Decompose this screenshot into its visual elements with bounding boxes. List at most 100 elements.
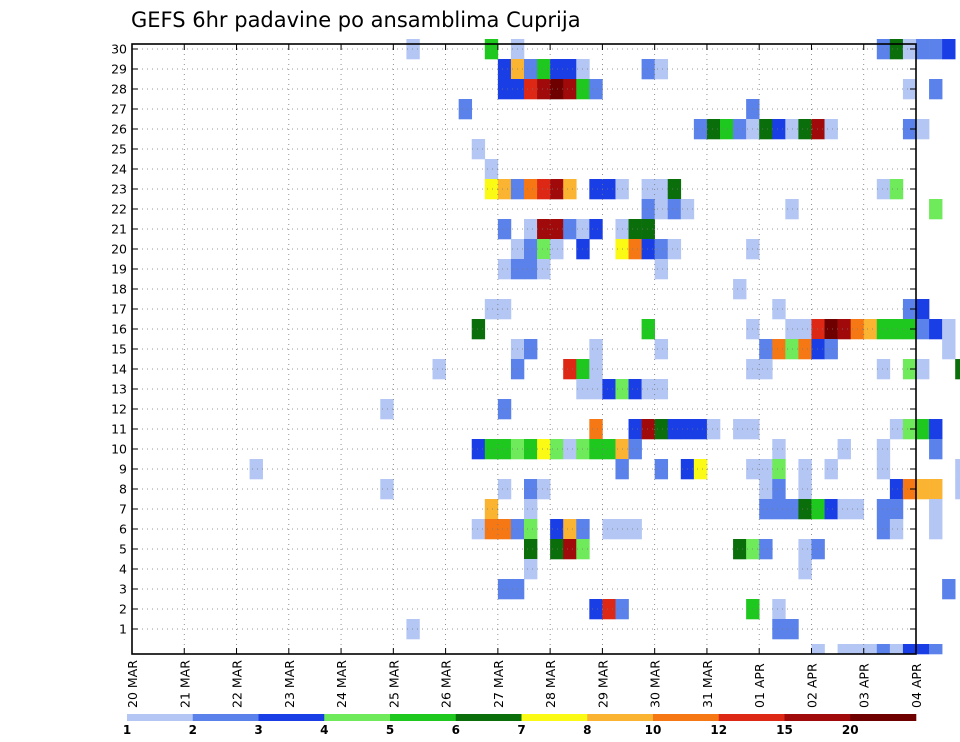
heatmap-cell: [706, 419, 721, 440]
y-axis: 1234567891011121314151617181920212223242…: [111, 42, 916, 637]
heatmap-cell: [602, 439, 616, 460]
heatmap-cell: [706, 119, 721, 140]
heatmap-cell: [537, 79, 551, 100]
heatmap-cell: [654, 459, 669, 480]
heatmap-cell: [929, 644, 943, 655]
x-tick-label: 02 APR: [804, 663, 819, 708]
heatmap-cell: [811, 539, 825, 560]
heatmap-cell: [889, 519, 904, 540]
heatmap-cell: [641, 59, 655, 80]
heatmap-cell: [942, 319, 956, 340]
heatmap-cell: [654, 179, 669, 200]
heatmap-cell: [484, 499, 499, 520]
heatmap-cell: [824, 319, 838, 340]
heatmap-cell: [563, 519, 577, 540]
heatmap-cell: [916, 319, 930, 340]
heatmap-cell: [902, 319, 917, 340]
colorbar-swatch: [521, 714, 588, 721]
heatmap-cell: [772, 119, 786, 140]
y-tick-label: 30: [111, 42, 127, 57]
heatmap-cell: [759, 499, 773, 520]
y-tick-label: 14: [111, 362, 127, 377]
heatmap-cell: [380, 399, 394, 420]
heatmap-cell: [589, 419, 603, 440]
heatmap-cell: [524, 219, 538, 240]
heatmap-cell: [850, 644, 865, 655]
colorbar-swatch: [653, 714, 720, 721]
heatmap-cell: [916, 39, 930, 60]
y-tick-label: 1: [119, 622, 127, 637]
heatmap-cell: [484, 439, 499, 460]
heatmap-cell: [537, 239, 551, 260]
heatmap-cell: [876, 459, 891, 480]
colorbar-swatch: [127, 714, 194, 721]
heatmap-cell: [902, 299, 917, 320]
colorbar-label: 15: [776, 723, 793, 737]
heatmap-cell: [916, 359, 930, 380]
heatmap-cell: [916, 299, 930, 320]
heatmap-cell: [876, 39, 891, 60]
heatmap-cell: [811, 644, 825, 655]
heatmap-cell: [641, 219, 655, 240]
y-tick-label: 26: [111, 122, 127, 137]
heatmap-cell: [942, 579, 956, 600]
heatmap-cell: [811, 339, 825, 360]
colorbar-swatch: [455, 714, 522, 721]
heatmap-cell: [406, 619, 420, 640]
heatmap-cell: [497, 299, 512, 320]
heatmap-cell: [772, 439, 786, 460]
colorbar-swatch: [587, 714, 654, 721]
colorbar-swatch: [390, 714, 457, 721]
heatmap-cell: [458, 99, 473, 120]
heatmap-cell: [628, 519, 642, 540]
heatmap-cell: [798, 119, 812, 140]
heatmap-cell: [654, 379, 669, 400]
heatmap-cell: [524, 519, 538, 540]
heatmap-cell: [733, 119, 747, 140]
heatmap-cell: [654, 339, 669, 360]
heatmap-cell: [484, 299, 499, 320]
heatmap-cell: [876, 179, 891, 200]
heatmap-cell: [759, 459, 773, 480]
heatmap-cell: [929, 39, 943, 60]
heatmap-cell: [602, 379, 616, 400]
heatmap-cell: [484, 519, 499, 540]
heatmap-cell: [602, 599, 616, 620]
y-tick-label: 20: [111, 242, 127, 257]
heatmap-cell: [550, 539, 564, 560]
heatmap-cell: [772, 499, 786, 520]
heatmap-cell: [889, 479, 904, 500]
colorbar-label: 12: [710, 723, 727, 737]
heatmap-cell: [693, 419, 708, 440]
x-tick-label: 24 MAR: [334, 660, 349, 708]
x-tick-label: 30 MAR: [648, 660, 663, 708]
heatmap-cell: [693, 119, 708, 140]
heatmap-cell: [524, 499, 538, 520]
heatmap-cell: [537, 219, 551, 240]
heatmap-cell: [497, 219, 512, 240]
heatmap-cell: [863, 319, 878, 340]
heatmap-cell: [628, 439, 642, 460]
heatmap-cell: [733, 539, 747, 560]
heatmap-cell: [641, 179, 655, 200]
heatmap-cell: [641, 419, 655, 440]
colorbar-swatch: [258, 714, 325, 721]
heatmap-cell: [497, 179, 512, 200]
heatmap-cell: [471, 519, 486, 540]
x-tick-label: 25 MAR: [386, 660, 401, 708]
heatmap-cell: [929, 479, 943, 500]
heatmap-cell: [876, 439, 891, 460]
heatmap-cell: [432, 359, 446, 380]
y-tick-label: 21: [111, 222, 127, 237]
heatmap-cell: [667, 239, 682, 260]
heatmap-cell: [772, 599, 786, 620]
x-tick-label: 29 MAR: [595, 660, 610, 708]
heatmap-cell: [497, 79, 512, 100]
heatmap-cell: [798, 459, 812, 480]
heatmap-cell: [955, 479, 960, 500]
heatmap-cell: [602, 179, 616, 200]
colorbar-label: 1: [123, 723, 131, 737]
heatmap-cell: [654, 239, 669, 260]
heatmap-cell: [902, 644, 917, 655]
heatmap-cell: [589, 179, 603, 200]
